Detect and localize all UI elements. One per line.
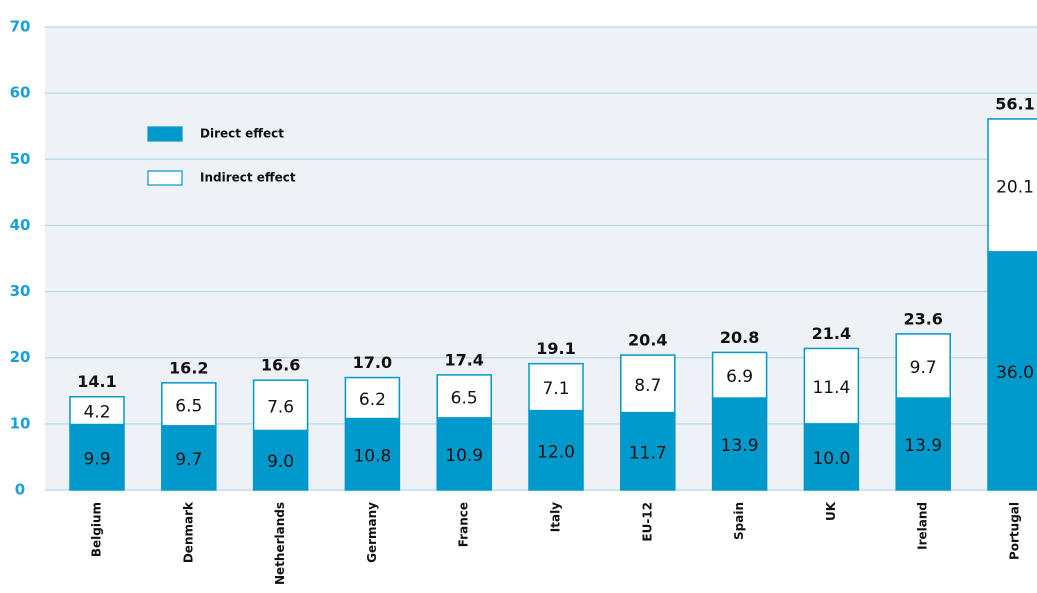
segment-label: 11.7 xyxy=(629,443,667,463)
total-label: 23.6 xyxy=(903,309,942,328)
bar-segment xyxy=(711,397,768,491)
total-label: 19.1 xyxy=(536,339,575,358)
total-label: 16.2 xyxy=(169,358,208,377)
segment-label: 7.1 xyxy=(542,379,569,399)
bar-segment xyxy=(528,409,584,491)
segment-label: 11.4 xyxy=(812,378,850,398)
y-tick-label: 70 xyxy=(10,18,31,36)
bar-segment xyxy=(620,354,676,414)
x-tick-label: France xyxy=(457,502,471,547)
bar-segment xyxy=(161,382,217,427)
segment-label: 12.0 xyxy=(537,442,575,462)
bar-segment xyxy=(161,425,217,491)
segment-label: 7.6 xyxy=(267,397,294,417)
y-tick-label: 10 xyxy=(10,414,31,432)
total-label: 20.4 xyxy=(628,331,667,350)
x-tick-label: UK xyxy=(824,501,838,521)
total-label: 14.1 xyxy=(77,372,116,391)
x-tick-label: Portugal xyxy=(1008,502,1022,560)
bar-segment xyxy=(436,374,492,419)
segment-label: 6.5 xyxy=(175,396,202,416)
bar-segment xyxy=(987,118,1037,253)
bar-segment xyxy=(528,362,584,412)
x-tick-label: Italy xyxy=(549,502,563,532)
x-tick-label: Netherlands xyxy=(273,502,287,585)
segment-label: 9.0 xyxy=(267,452,294,472)
segment-label: 9.9 xyxy=(83,449,110,469)
segment-label: 13.9 xyxy=(904,436,942,456)
legend-swatch xyxy=(147,126,183,142)
legend-label: Direct effect xyxy=(200,127,284,141)
segment-label: 10.9 xyxy=(445,446,483,466)
y-tick-label: 60 xyxy=(10,84,31,102)
total-label: 20.8 xyxy=(720,328,759,347)
bar-segment xyxy=(711,351,768,399)
legend-swatch xyxy=(147,170,183,186)
segment-label: 6.2 xyxy=(359,390,386,410)
segment-label: 9.7 xyxy=(175,450,202,470)
segment-label: 13.9 xyxy=(721,436,759,456)
total-label: 16.6 xyxy=(261,356,300,375)
y-tick-label: 50 xyxy=(10,150,31,168)
bar-segment xyxy=(252,379,309,432)
segment-label: 20.1 xyxy=(996,177,1034,197)
x-tick-label: Spain xyxy=(732,502,746,540)
segment-label: 6.9 xyxy=(726,367,753,387)
total-label: 56.1 xyxy=(995,94,1034,113)
segment-label: 9.7 xyxy=(910,358,937,378)
segment-label: 36.0 xyxy=(996,363,1034,383)
bar-segment xyxy=(69,423,125,491)
total-label: 17.4 xyxy=(444,350,483,369)
x-tick-label: EU-12 xyxy=(640,502,654,542)
total-label: 17.0 xyxy=(353,353,392,372)
bar-segment xyxy=(620,411,676,491)
x-tick-label: Belgium xyxy=(90,502,104,557)
x-tick-label: Denmark xyxy=(181,501,195,563)
bar-segment xyxy=(69,395,125,426)
bar-segment xyxy=(252,429,309,491)
x-tick-label: Germany xyxy=(365,502,379,563)
y-tick-label: 30 xyxy=(10,282,31,300)
bar-segment xyxy=(344,376,401,420)
segment-label: 10.0 xyxy=(812,449,850,469)
bar-segment xyxy=(895,397,951,491)
legend-label: Indirect effect xyxy=(200,171,296,185)
y-tick-label: 0 xyxy=(15,481,25,499)
total-label: 21.4 xyxy=(812,324,851,343)
y-tick-label: 20 xyxy=(10,348,31,366)
segment-label: 4.2 xyxy=(83,403,110,423)
segment-label: 10.8 xyxy=(353,446,391,466)
bar-segment xyxy=(987,251,1037,491)
segment-label: 6.5 xyxy=(451,388,478,408)
bar-segment xyxy=(803,347,860,425)
bar-segment xyxy=(895,333,951,399)
segment-label: 8.7 xyxy=(634,376,661,396)
x-tick-label: Ireland xyxy=(916,502,930,550)
y-tick-label: 40 xyxy=(10,216,31,234)
